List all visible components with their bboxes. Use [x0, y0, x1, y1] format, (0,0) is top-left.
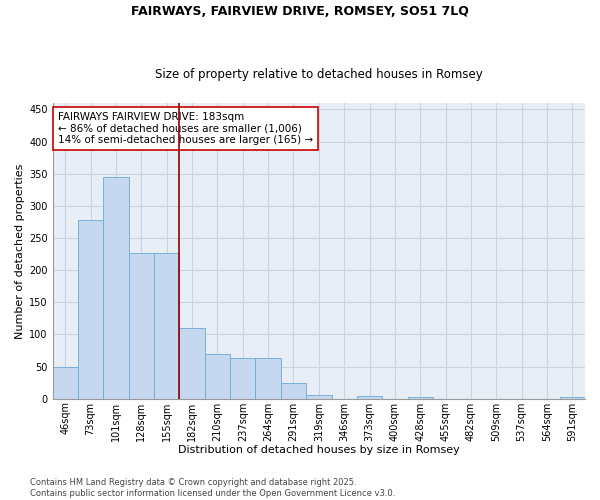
Text: FAIRWAYS FAIRVIEW DRIVE: 183sqm
← 86% of detached houses are smaller (1,006)
14%: FAIRWAYS FAIRVIEW DRIVE: 183sqm ← 86% of…	[58, 112, 313, 145]
Text: FAIRWAYS, FAIRVIEW DRIVE, ROMSEY, SO51 7LQ: FAIRWAYS, FAIRVIEW DRIVE, ROMSEY, SO51 7…	[131, 5, 469, 18]
Bar	[129, 254, 154, 398]
Bar	[407, 397, 433, 398]
Bar	[205, 354, 230, 399]
Bar	[103, 177, 129, 398]
Bar	[306, 395, 332, 398]
Text: Contains HM Land Registry data © Crown copyright and database right 2025.
Contai: Contains HM Land Registry data © Crown c…	[30, 478, 395, 498]
Title: Size of property relative to detached houses in Romsey: Size of property relative to detached ho…	[155, 68, 483, 81]
Bar	[78, 220, 103, 398]
Bar	[53, 366, 78, 398]
Bar	[560, 397, 585, 398]
Bar	[230, 358, 256, 399]
Bar	[256, 358, 281, 399]
X-axis label: Distribution of detached houses by size in Romsey: Distribution of detached houses by size …	[178, 445, 460, 455]
Bar	[357, 396, 382, 398]
Bar	[154, 254, 179, 398]
Bar	[179, 328, 205, 398]
Y-axis label: Number of detached properties: Number of detached properties	[15, 163, 25, 338]
Bar	[281, 382, 306, 398]
